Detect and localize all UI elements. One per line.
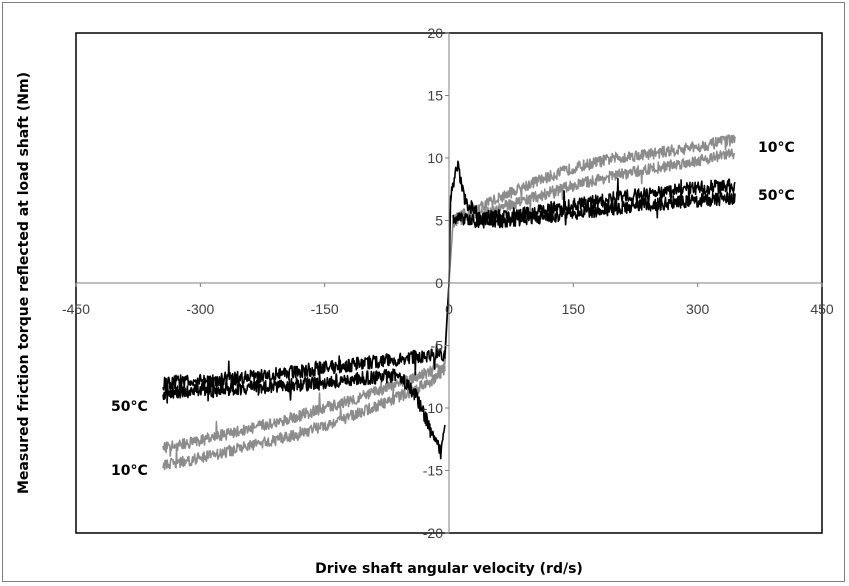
series-layer — [162, 134, 736, 471]
y-tick-label: -5 — [431, 338, 444, 354]
label-50c-positive: 50°C — [758, 188, 795, 204]
series-10c-positive-lower-line — [452, 148, 736, 228]
x-tick-label: -450 — [62, 301, 90, 317]
series-10c-negative-lower-line — [162, 365, 446, 471]
y-axis-title: Measured friction torque reflected at lo… — [16, 72, 32, 494]
y-tick-label: 10 — [427, 150, 443, 166]
x-tick-label: -300 — [186, 301, 214, 317]
series-50c-positive-lower-line — [452, 179, 736, 229]
y-tick-label: -10 — [423, 400, 443, 416]
y-tick-label: 5 — [435, 213, 443, 229]
series-50c — [162, 160, 736, 460]
y-tick-label: 20 — [427, 25, 443, 41]
series-50c-negative-upper-line — [162, 343, 446, 402]
y-tick-label: -15 — [423, 463, 443, 479]
series-50c-negative-lower-line — [162, 368, 446, 460]
chart-svg: -450 -300 -150 0 150 300 450 -20 -15 -10 -5 0 5 10 15 2… — [16, 25, 834, 577]
x-tick-label: 150 — [562, 301, 586, 317]
series-10c-positive-upper-line — [452, 134, 736, 227]
y-tick-label: -20 — [423, 525, 443, 541]
x-axis-title: Drive shaft angular velocity (rd/s) — [315, 561, 583, 577]
series-10c-negative-upper-line — [162, 359, 446, 457]
label-10c-negative: 10°C — [111, 463, 148, 479]
y-tick-label: 0 — [435, 275, 443, 291]
labels-layer: 10°C 50°C 50°C 10°C — [111, 140, 795, 479]
series-50c-zero-crossing-line — [444, 195, 452, 356]
x-tick-label: 450 — [810, 301, 834, 317]
y-tick-label: 15 — [427, 88, 443, 104]
label-10c-positive: 10°C — [758, 140, 795, 156]
x-tick-label: -150 — [311, 301, 339, 317]
x-tick-label: 300 — [686, 301, 710, 317]
x-tick-label: 0 — [445, 301, 453, 317]
ticks-layer: -450 -300 -150 0 150 300 450 -20 -15 -10 -5 0 5 10 15 2… — [62, 25, 834, 541]
label-50c-negative: 50°C — [111, 399, 148, 415]
